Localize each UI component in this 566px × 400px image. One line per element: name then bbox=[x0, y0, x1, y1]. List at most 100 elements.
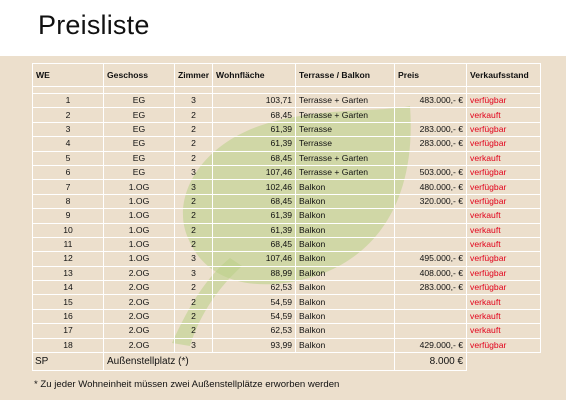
status-cell: verkauft bbox=[466, 308, 542, 325]
terrasse-cell: Terrasse + Garten bbox=[295, 107, 396, 123]
zimmer-cell: 2 bbox=[173, 193, 214, 210]
preis-cell: 495.000,- € bbox=[394, 251, 468, 267]
preis-cell bbox=[394, 236, 468, 253]
table-row: 4 EG 2 61,39 Terrasse 283.000,- € verfügbar bbox=[32, 136, 542, 152]
zimmer-cell: 2 bbox=[173, 280, 214, 296]
geschoss-cell: 2.OG bbox=[103, 280, 175, 296]
preis-cell: 408.000,- € bbox=[394, 265, 468, 282]
we-cell: 15 bbox=[32, 294, 104, 310]
col-we-header: WE bbox=[32, 63, 104, 87]
col-terrasse-balkon-header: Terrasse / Balkon bbox=[295, 63, 396, 87]
terrasse-cell: Balkon bbox=[295, 236, 396, 253]
table-row: 6 EG 3 107,46 Terrasse + Garten 503.000,- € ve… bbox=[32, 164, 542, 181]
wohnflaeche-cell: 103,71 bbox=[212, 92, 297, 109]
wohnflaeche-cell: 54,59 bbox=[212, 308, 297, 325]
preis-cell bbox=[394, 294, 468, 310]
table-row: 18 2.OG 3 93,99 Balkon 429.000,- € verfügbar bbox=[32, 337, 542, 354]
zimmer-cell: 3 bbox=[173, 164, 214, 181]
we-cell: 11 bbox=[32, 236, 104, 253]
terrasse-cell: Terrasse + Garten bbox=[295, 150, 396, 166]
preis-cell bbox=[394, 308, 468, 325]
preis-cell: 320.000,- € bbox=[394, 193, 468, 210]
col-zimmer-header: Zimmer bbox=[173, 63, 214, 87]
terrasse-cell: Balkon bbox=[295, 280, 396, 296]
we-cell: 13 bbox=[32, 265, 104, 282]
table-row: 17 2.OG 2 62,53 Balkon verkauft bbox=[32, 323, 542, 339]
we-cell: 17 bbox=[32, 323, 104, 339]
header-bar: Preisliste bbox=[0, 0, 566, 56]
zimmer-cell: 2 bbox=[173, 222, 214, 238]
we-cell: 7 bbox=[32, 179, 104, 195]
preis-cell: 283.000,- € bbox=[394, 121, 468, 138]
terrasse-cell: Balkon bbox=[295, 323, 396, 339]
geschoss-cell: 2.OG bbox=[103, 337, 175, 354]
table-row: 3 EG 2 61,39 Terrasse 283.000,- € verfügbar bbox=[32, 121, 542, 138]
status-cell: verfügbar bbox=[466, 179, 542, 195]
status-cell: verkauft bbox=[466, 236, 542, 253]
wohnflaeche-cell: 54,59 bbox=[212, 294, 297, 310]
wohnflaeche-cell: 61,39 bbox=[212, 222, 297, 238]
status-cell: verfügbar bbox=[466, 92, 542, 109]
col-preis-header: Preis bbox=[394, 63, 468, 87]
wohnflaeche-cell: 68,45 bbox=[212, 193, 297, 210]
terrasse-cell: Balkon bbox=[295, 208, 396, 224]
preis-cell bbox=[394, 208, 468, 224]
geschoss-cell: EG bbox=[103, 136, 175, 152]
geschoss-cell: EG bbox=[103, 150, 175, 166]
status-cell: verfügbar bbox=[466, 164, 542, 181]
wohnflaeche-cell: 107,46 bbox=[212, 251, 297, 267]
stellplatz-label: Außenstellplatz (*) bbox=[102, 352, 396, 372]
preis-cell bbox=[394, 107, 468, 123]
geschoss-cell: EG bbox=[103, 121, 175, 138]
we-cell: 14 bbox=[32, 280, 104, 296]
we-cell: 1 bbox=[32, 92, 104, 109]
wohnflaeche-cell: 102,46 bbox=[212, 179, 297, 195]
geschoss-cell: 1.OG bbox=[103, 251, 175, 267]
table-row: 10 1.OG 2 61,39 Balkon verkauft bbox=[32, 222, 542, 238]
table-row: 16 2.OG 2 54,59 Balkon verkauft bbox=[32, 308, 542, 325]
zimmer-cell: 3 bbox=[173, 251, 214, 267]
zimmer-cell: 2 bbox=[173, 208, 214, 224]
zimmer-cell: 2 bbox=[173, 136, 214, 152]
wohnflaeche-cell: 88,99 bbox=[212, 265, 297, 282]
footnote: * Zu jeder Wohneinheit müssen zwei Außen… bbox=[34, 379, 340, 390]
stellplatz-empty bbox=[467, 353, 541, 371]
wohnflaeche-cell: 68,45 bbox=[212, 150, 297, 166]
table-row: 13 2.OG 3 88,99 Balkon 408.000,- € verfügbar bbox=[32, 265, 542, 282]
status-cell: verfügbar bbox=[466, 265, 542, 282]
stellplatz-price: 8.000 € bbox=[394, 352, 468, 372]
status-cell: verfügbar bbox=[466, 121, 542, 138]
table-row: 9 1.OG 2 61,39 Balkon verkauft bbox=[32, 208, 542, 224]
table-row: 5 EG 2 68,45 Terrasse + Garten verkauft bbox=[32, 150, 542, 166]
preis-cell bbox=[394, 150, 468, 166]
geschoss-cell: EG bbox=[103, 107, 175, 123]
zimmer-cell: 2 bbox=[173, 323, 214, 339]
geschoss-cell: EG bbox=[103, 164, 175, 181]
table-row: 8 1.OG 2 68,45 Balkon 320.000,- € verfügbar bbox=[32, 193, 542, 210]
price-table: WE Geschoss Zimmer Wohnfläche Terrasse / Bal… bbox=[32, 63, 542, 372]
table-row: 14 2.OG 2 62,53 Balkon 283.000,- € verfügbar bbox=[32, 280, 542, 296]
zimmer-cell: 3 bbox=[173, 92, 214, 109]
wohnflaeche-cell: 107,46 bbox=[212, 164, 297, 181]
wohnflaeche-cell: 62,53 bbox=[212, 280, 297, 296]
terrasse-cell: Balkon bbox=[295, 308, 396, 325]
preis-cell: 483.000,- € bbox=[394, 92, 468, 109]
terrasse-cell: Balkon bbox=[295, 265, 396, 282]
zimmer-cell: 2 bbox=[173, 308, 214, 325]
we-cell: 4 bbox=[32, 136, 104, 152]
table-row: 7 1.OG 3 102,46 Balkon 480.000,- € verfügbar bbox=[32, 179, 542, 195]
table-header-row: WE Geschoss Zimmer Wohnfläche Terrasse / Bal… bbox=[32, 63, 542, 87]
table-row: 11 1.OG 2 68,45 Balkon verkauft bbox=[32, 236, 542, 253]
we-cell: 3 bbox=[32, 121, 104, 138]
geschoss-cell: 1.OG bbox=[103, 236, 175, 253]
geschoss-cell: 1.OG bbox=[103, 222, 175, 238]
page-title: Preisliste bbox=[38, 10, 150, 40]
col-wohnflaeche-header: Wohnfläche bbox=[212, 63, 297, 87]
table-row: 1 EG 3 103,71 Terrasse + Garten 483.000,- € ve… bbox=[32, 92, 542, 109]
status-cell: verfügbar bbox=[466, 280, 542, 296]
terrasse-cell: Terrasse + Garten bbox=[295, 92, 396, 109]
spacer-row bbox=[32, 86, 542, 94]
we-cell: 8 bbox=[32, 193, 104, 210]
wohnflaeche-cell: 68,45 bbox=[212, 236, 297, 253]
terrasse-cell: Balkon bbox=[295, 222, 396, 238]
